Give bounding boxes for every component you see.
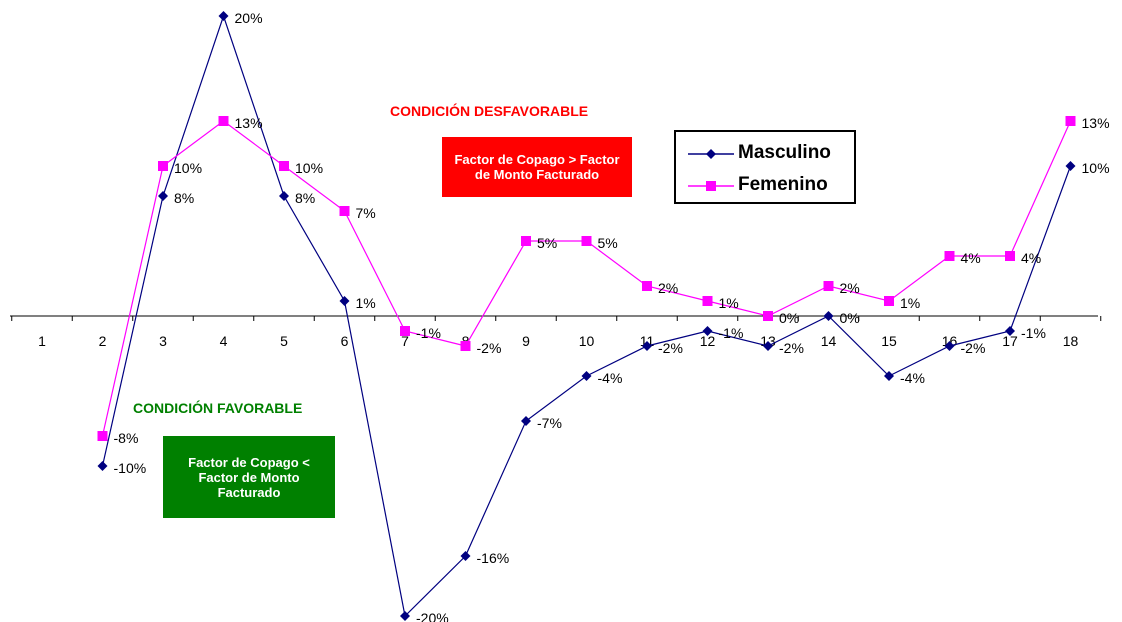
x-tick-label: 9 — [522, 333, 530, 349]
data-label-femenino: -2% — [477, 340, 502, 356]
series-markers — [97, 11, 1076, 621]
data-label-femenino: 1% — [900, 295, 920, 311]
data-label-femenino: 7% — [356, 205, 376, 221]
data-point-femenino — [339, 206, 350, 216]
data-point-masculino — [339, 296, 350, 306]
x-tick-label: 5 — [280, 333, 288, 349]
data-point-femenino — [1005, 251, 1015, 261]
data-point-masculino — [158, 191, 168, 201]
data-point-femenino — [702, 296, 713, 306]
data-point-masculino — [279, 191, 289, 201]
data-point-masculino — [702, 326, 713, 336]
data-point-masculino — [460, 551, 471, 561]
data-point-masculino — [581, 371, 592, 381]
data-label-femenino: 4% — [1021, 250, 1041, 266]
legend-item-femenino: Femenino — [676, 170, 854, 200]
data-point-femenino — [400, 326, 410, 336]
legend-item-masculino: Masculino — [676, 138, 854, 168]
legend-label-masculino: Masculino — [738, 142, 831, 163]
unfavorable-condition-box: Factor de Copago > Factor de Monto Factu… — [442, 137, 632, 197]
data-point-masculino — [823, 311, 834, 321]
data-label-masculino: -20% — [416, 610, 449, 622]
data-label-masculino: 1% — [356, 295, 376, 311]
data-point-masculino — [884, 371, 894, 381]
x-tick-label: 14 — [821, 333, 837, 349]
data-point-femenino — [97, 431, 108, 441]
x-tick-label: 3 — [159, 333, 167, 349]
x-tick-label: 1 — [38, 333, 46, 349]
data-label-masculino: -2% — [779, 340, 804, 356]
data-point-femenino — [1065, 116, 1076, 126]
data-label-masculino: -1% — [719, 325, 744, 341]
data-point-masculino — [763, 341, 773, 351]
data-labels: -10% 8% 20% 8% 1% -20% -16% -7% -4% -2% -1% -2% 0% -4… — [114, 10, 1110, 622]
x-tick-labels: 123456789101112131415161718 — [38, 333, 1078, 349]
data-point-masculino — [400, 611, 410, 621]
data-point-femenino — [460, 341, 471, 351]
data-label-femenino: 5% — [598, 235, 618, 251]
data-point-masculino — [218, 11, 229, 21]
data-label-masculino: 10% — [1082, 160, 1110, 176]
data-point-femenino — [279, 161, 289, 171]
favorable-condition-title: CONDICIÓN FAVORABLE — [133, 400, 303, 416]
data-point-masculino — [642, 341, 652, 351]
x-tick-label: 6 — [341, 333, 349, 349]
data-point-femenino — [763, 311, 773, 321]
data-label-femenino: -1% — [416, 325, 441, 341]
data-label-masculino: -4% — [900, 370, 925, 386]
data-point-masculino — [1005, 326, 1015, 336]
data-label-masculino: 8% — [295, 190, 315, 206]
data-label-femenino: 5% — [537, 235, 557, 251]
data-label-femenino: 0% — [779, 310, 799, 326]
data-label-masculino: -16% — [477, 550, 510, 566]
data-label-masculino: -2% — [961, 340, 986, 356]
x-tick-label: 4 — [220, 333, 228, 349]
data-point-masculino — [521, 416, 531, 426]
data-label-femenino: 1% — [719, 295, 739, 311]
data-label-masculino: 0% — [840, 310, 860, 326]
x-tick-label: 18 — [1063, 333, 1079, 349]
data-point-femenino — [823, 281, 834, 291]
legend-label-femenino: Femenino — [738, 174, 828, 195]
data-label-femenino: 13% — [1082, 115, 1110, 131]
data-label-masculino: -10% — [114, 460, 147, 476]
data-label-femenino: 10% — [174, 160, 202, 176]
data-label-masculino: -1% — [1021, 325, 1046, 341]
data-point-femenino — [642, 281, 652, 291]
legend-marker-femenino — [688, 181, 734, 191]
data-point-masculino — [944, 341, 955, 351]
x-tick-label: 7 — [401, 333, 409, 349]
data-point-masculino — [97, 461, 108, 471]
data-label-masculino: 8% — [174, 190, 194, 206]
data-label-masculino: -2% — [658, 340, 683, 356]
x-tick-label: 12 — [700, 333, 716, 349]
data-label-masculino: 20% — [235, 10, 263, 26]
data-label-femenino: -8% — [114, 430, 139, 446]
data-point-femenino — [581, 236, 592, 246]
x-tick-label: 15 — [881, 333, 897, 349]
data-label-femenino: 4% — [961, 250, 981, 266]
x-tick-label: 2 — [99, 333, 107, 349]
x-tick-label: 10 — [579, 333, 595, 349]
data-point-femenino — [884, 296, 894, 306]
data-point-femenino — [218, 116, 229, 126]
data-label-femenino: 2% — [658, 280, 678, 296]
data-label-masculino: -7% — [537, 415, 562, 431]
data-point-masculino — [1065, 161, 1076, 171]
legend: Masculino Femenino — [674, 130, 856, 204]
data-label-femenino: 13% — [235, 115, 263, 131]
favorable-condition-box: Factor de Copago < Factor de Monto Factu… — [163, 436, 335, 518]
legend-marker-masculino — [688, 149, 734, 159]
data-label-masculino: -4% — [598, 370, 623, 386]
data-point-femenino — [521, 236, 531, 246]
x-tick-label: 17 — [1002, 333, 1018, 349]
data-point-femenino — [944, 251, 955, 261]
data-label-femenino: 2% — [840, 280, 860, 296]
x-ticks — [11, 316, 1102, 321]
data-label-femenino: 10% — [295, 160, 323, 176]
data-point-femenino — [158, 161, 168, 171]
unfavorable-condition-title: CONDICIÓN DESFAVORABLE — [390, 103, 589, 119]
